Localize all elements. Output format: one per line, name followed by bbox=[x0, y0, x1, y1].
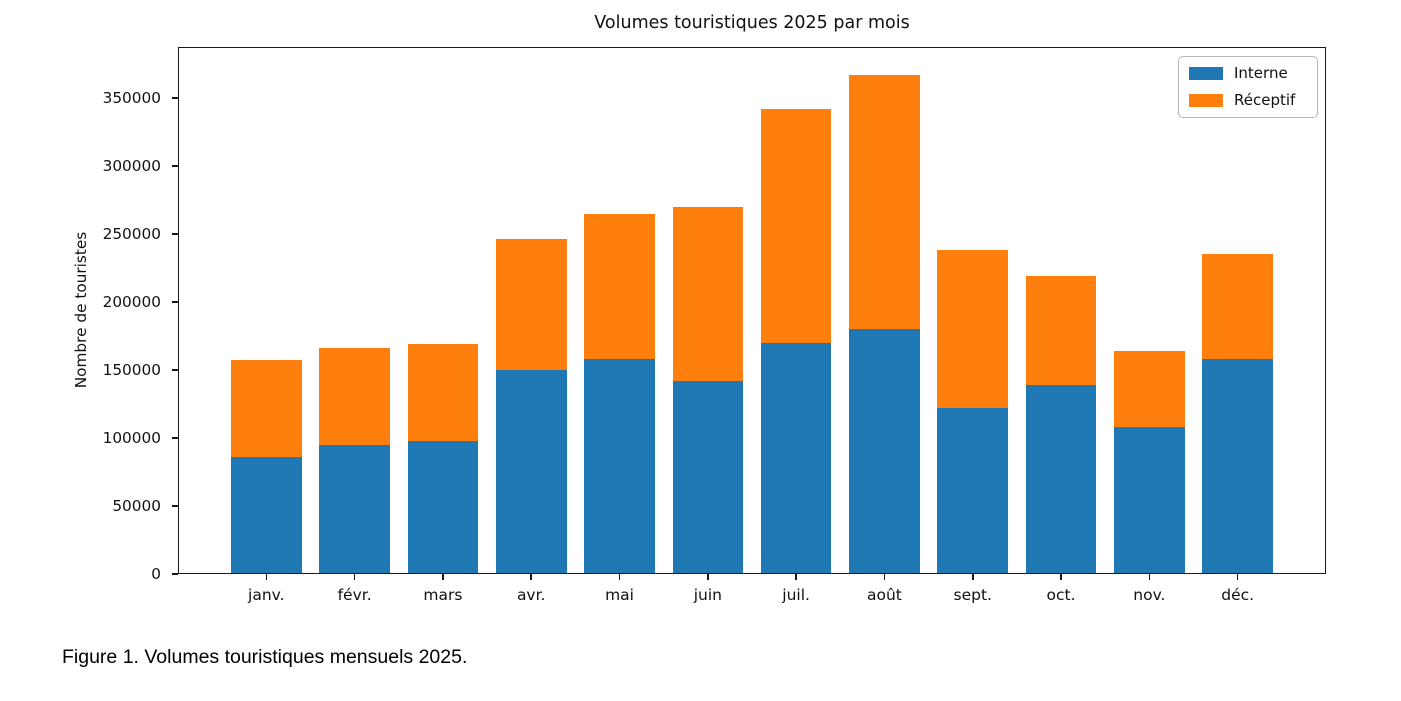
y-tick-mark bbox=[172, 301, 178, 303]
y-tick-mark bbox=[172, 165, 178, 167]
x-tick-label: févr. bbox=[337, 586, 372, 604]
bar-segment-interne-1 bbox=[230, 457, 302, 574]
x-tick-label: sept. bbox=[953, 586, 992, 604]
bar-segment-interne-11 bbox=[1114, 427, 1185, 574]
x-tick-mark bbox=[883, 574, 886, 580]
bar-segment-interne-10 bbox=[1025, 384, 1097, 574]
legend-label-receptif: Réceptif bbox=[1234, 91, 1296, 109]
legend-item-interne: Interne bbox=[1189, 65, 1307, 82]
bar-segment-rceptif-2 bbox=[319, 348, 390, 445]
y-tick-label: 150000 bbox=[102, 361, 161, 379]
legend-item-receptif: Réceptif bbox=[1189, 92, 1307, 109]
bar-segment-interne-7 bbox=[760, 342, 832, 574]
bar-segment-rceptif-7 bbox=[760, 108, 832, 343]
bar-segment-rceptif-1 bbox=[230, 360, 302, 458]
x-tick-label: janv. bbox=[248, 586, 285, 604]
y-tick-label: 50000 bbox=[112, 497, 161, 515]
legend-label-interne: Interne bbox=[1234, 64, 1288, 82]
y-tick-label: 0 bbox=[151, 565, 161, 583]
bar-segment-rceptif-8 bbox=[849, 74, 920, 330]
figure-caption: Figure 1. Volumes touristiques mensuels … bbox=[62, 646, 468, 668]
y-tick-mark bbox=[172, 573, 178, 575]
bar-segment-rceptif-5 bbox=[584, 213, 655, 360]
x-tick-mark bbox=[1060, 574, 1062, 580]
y-tick-mark bbox=[172, 369, 178, 371]
bar-segment-interne-8 bbox=[849, 329, 920, 574]
y-tick-label: 300000 bbox=[102, 157, 161, 175]
bar-segment-interne-4 bbox=[495, 370, 567, 574]
bar-segment-interne-5 bbox=[584, 359, 655, 574]
legend: Interne Réceptif bbox=[1178, 56, 1318, 118]
legend-swatch-interne-icon bbox=[1189, 67, 1223, 80]
x-tick-mark bbox=[1148, 574, 1151, 580]
y-tick-mark bbox=[172, 233, 178, 235]
bar-segment-rceptif-12 bbox=[1202, 254, 1273, 360]
bar-segment-rceptif-3 bbox=[407, 344, 479, 441]
bar-segment-interne-3 bbox=[407, 440, 479, 574]
bar-segment-interne-12 bbox=[1202, 359, 1273, 574]
bar-segment-rceptif-9 bbox=[937, 250, 1009, 409]
x-tick-label: juil. bbox=[782, 586, 810, 604]
bar-segment-rceptif-11 bbox=[1114, 350, 1185, 428]
x-tick-label: mai bbox=[605, 586, 634, 604]
x-tick-mark bbox=[530, 574, 532, 580]
x-tick-mark bbox=[1236, 574, 1239, 580]
x-tick-mark bbox=[972, 574, 974, 580]
bar-segment-interne-2 bbox=[319, 444, 390, 574]
y-tick-mark bbox=[172, 437, 178, 439]
chart-title: Volumes touristiques 2025 par mois bbox=[594, 13, 910, 33]
x-tick-mark bbox=[707, 574, 709, 580]
x-tick-label: avr. bbox=[516, 586, 546, 604]
y-tick-mark bbox=[172, 97, 178, 99]
x-tick-label: déc. bbox=[1221, 586, 1255, 604]
x-tick-mark bbox=[353, 574, 356, 580]
x-tick-label: nov. bbox=[1133, 586, 1166, 604]
x-tick-label: oct. bbox=[1046, 586, 1076, 604]
bar-segment-rceptif-4 bbox=[495, 239, 567, 370]
y-tick-label: 200000 bbox=[102, 293, 161, 311]
x-tick-mark bbox=[795, 574, 797, 580]
x-tick-mark bbox=[442, 574, 444, 580]
x-tick-mark bbox=[618, 574, 621, 580]
bar-segment-rceptif-10 bbox=[1025, 276, 1097, 385]
y-tick-label: 100000 bbox=[102, 429, 161, 447]
x-tick-mark bbox=[265, 574, 268, 580]
bar-segment-rceptif-6 bbox=[672, 206, 744, 381]
y-tick-mark bbox=[172, 505, 178, 507]
x-tick-label: mars bbox=[423, 586, 463, 604]
x-tick-label: août bbox=[867, 586, 902, 604]
bar-segment-interne-9 bbox=[937, 408, 1009, 574]
y-tick-label: 350000 bbox=[102, 89, 161, 107]
x-tick-label: juin bbox=[693, 586, 722, 604]
legend-swatch-receptif-icon bbox=[1189, 94, 1223, 107]
y-tick-label: 250000 bbox=[102, 225, 161, 243]
bar-segment-interne-6 bbox=[672, 380, 744, 574]
